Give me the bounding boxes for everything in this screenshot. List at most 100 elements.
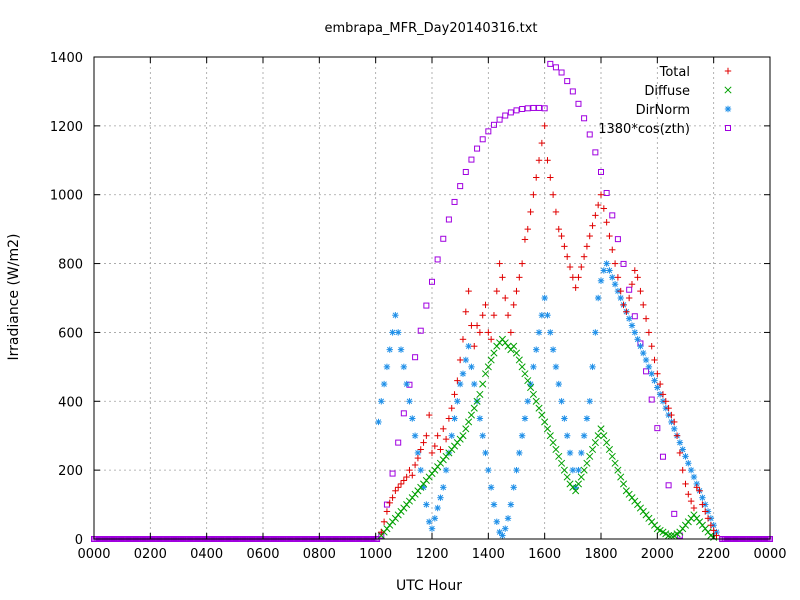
- data-point: [609, 212, 616, 219]
- data-point: [451, 198, 458, 205]
- data-point: [566, 263, 574, 271]
- data-point: [397, 480, 405, 488]
- data-point: [482, 301, 489, 309]
- x-tick-label: 1800: [584, 547, 617, 562]
- y-tick-label: 400: [58, 395, 83, 410]
- data-point: [425, 411, 433, 419]
- data-point: [496, 116, 503, 123]
- data-point: [699, 494, 706, 501]
- data-point: [479, 432, 486, 439]
- data-point: [493, 287, 500, 295]
- legend-label: 1380*cos(zth): [598, 122, 690, 137]
- data-point: [696, 487, 703, 494]
- data-point: [637, 287, 644, 295]
- data-point: [594, 294, 602, 302]
- data-point: [417, 466, 424, 474]
- data-point: [544, 312, 551, 319]
- data-point: [631, 329, 638, 336]
- data-point: [502, 294, 509, 302]
- data-point: [456, 380, 464, 388]
- data-point: [611, 459, 619, 467]
- data-point: [581, 115, 588, 122]
- data-point: [603, 219, 610, 226]
- data-point: [583, 459, 591, 467]
- data-point: [513, 287, 520, 295]
- x-tick-label: 1000: [359, 547, 392, 562]
- data-point: [699, 501, 706, 508]
- data-point: [474, 145, 481, 152]
- data-point: [454, 398, 461, 405]
- data-point: [631, 313, 638, 320]
- data-point: [614, 236, 621, 243]
- x-axis-label: UTC Hour: [396, 578, 462, 594]
- data-point: [597, 277, 605, 284]
- data-point: [572, 284, 579, 291]
- data-point: [487, 356, 495, 364]
- data-point: [538, 312, 546, 319]
- data-point: [429, 278, 435, 285]
- data-point: [386, 346, 393, 353]
- legend-label: Total: [659, 65, 690, 80]
- data-point: [513, 107, 520, 114]
- data-point: [575, 100, 582, 107]
- data-point: [640, 301, 647, 309]
- data-point: [476, 329, 484, 336]
- data-point: [552, 445, 560, 454]
- data-point: [577, 473, 585, 481]
- data-point: [605, 445, 614, 454]
- data-point: [513, 466, 520, 474]
- data-point: [487, 336, 495, 343]
- chart-title: embrapa_MFR_Day20140316.txt: [324, 21, 537, 36]
- data-point: [392, 487, 399, 494]
- data-point: [468, 322, 475, 329]
- data-point: [634, 274, 641, 281]
- data-point: [481, 370, 490, 378]
- x-tick-label: 0000: [77, 547, 110, 562]
- data-point: [589, 363, 596, 371]
- data-point: [417, 446, 424, 453]
- data-point: [510, 484, 517, 491]
- data-point: [434, 432, 441, 439]
- data-point: [541, 122, 548, 130]
- data-point: [529, 390, 537, 398]
- data-point: [693, 480, 700, 488]
- data-point: [431, 515, 439, 522]
- data-point: [617, 287, 624, 295]
- data-point: [451, 391, 458, 398]
- data-point: [465, 418, 473, 426]
- data-point: [580, 466, 588, 474]
- data-point: [521, 370, 529, 378]
- data-point: [471, 343, 478, 350]
- data-point: [617, 294, 624, 302]
- data-point: [702, 508, 709, 515]
- data-point: [541, 105, 548, 112]
- data-point: [543, 425, 552, 433]
- data-point: [406, 466, 413, 474]
- data-point: [536, 104, 543, 111]
- data-point: [549, 346, 557, 353]
- data-point: [383, 508, 391, 515]
- data-point: [423, 501, 430, 508]
- data-point: [406, 398, 413, 405]
- data-point: [662, 398, 669, 405]
- data-point: [603, 439, 611, 447]
- data-point: [397, 346, 405, 353]
- data-point: [586, 398, 593, 405]
- data-point: [524, 377, 532, 385]
- axis-ticks: 0000 0200 0400 0600 0800 1000 1200 1400 1600 1800…: [50, 51, 787, 562]
- data-point: [687, 466, 695, 474]
- data-point: [648, 370, 655, 377]
- data-point: [690, 473, 698, 481]
- data-point: [668, 411, 675, 419]
- data-point: [515, 356, 523, 364]
- data-point: [440, 425, 447, 433]
- data-point: [651, 356, 658, 364]
- data-point: [386, 499, 393, 507]
- data-point: [445, 415, 453, 422]
- data-point: [609, 274, 616, 281]
- y-tick-label: 200: [58, 464, 83, 479]
- data-point: [588, 445, 597, 454]
- data-point: [389, 329, 396, 336]
